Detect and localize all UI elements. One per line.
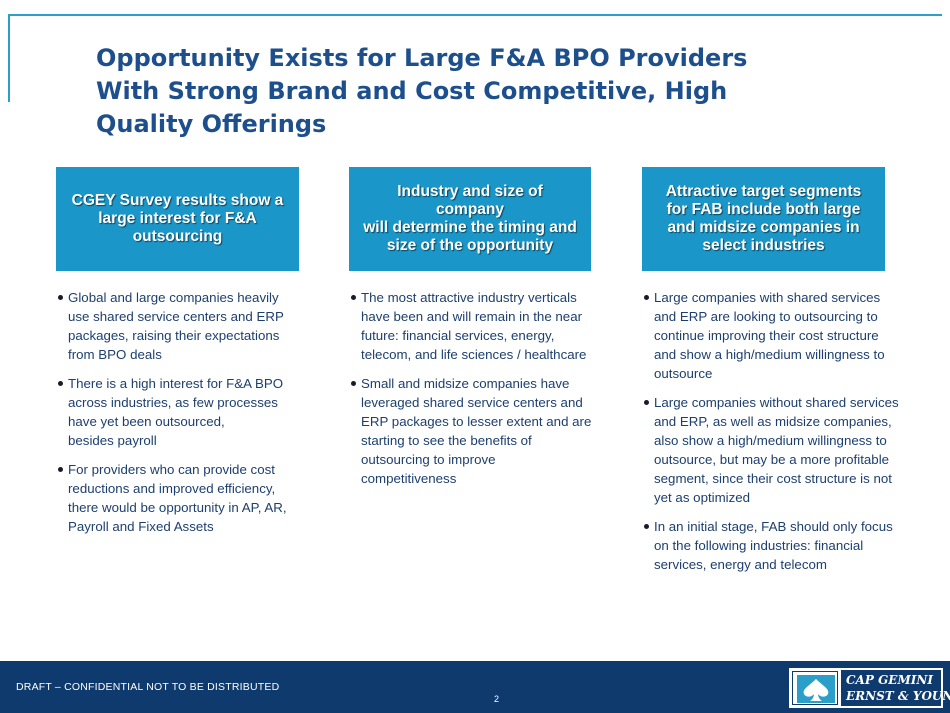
bullet-line: have been and will remain in the near <box>361 309 583 324</box>
bullet-dot-icon <box>644 295 649 300</box>
bullet-line: besides payroll <box>68 433 157 448</box>
company-logo: CAP GEMINI ERNST & YOUNG <box>789 668 950 708</box>
bullet-line: leveraged shared service centers and <box>361 395 583 410</box>
confidential-notice: DRAFT – CONFIDENTIAL NOT TO BE DISTRIBUT… <box>16 681 280 693</box>
bullet-dot-icon <box>644 524 649 529</box>
bullet-line: from BPO deals <box>68 347 162 362</box>
bullet-line: there would be opportunity in AP, AR, <box>68 500 287 515</box>
bullet-list: The most attractive industry verticals h… <box>349 288 591 488</box>
bullet-line: continue improving their cost structure <box>654 328 879 343</box>
bullet-line: competitiveness <box>361 471 457 486</box>
header-line: outsourcing <box>132 228 223 245</box>
bullet-dot-icon <box>58 381 63 386</box>
bullet-line: use shared service centers and ERP <box>68 309 284 324</box>
bullet-line: have yet been outsourced, <box>68 414 225 429</box>
bullet-line: across industries, as few processes <box>68 395 278 410</box>
header-line: size of the opportunity <box>386 237 554 254</box>
header-line: for FAB include both large <box>666 201 861 218</box>
header-line: will determine the timing and <box>363 219 577 236</box>
bullet-dot-icon <box>58 295 63 300</box>
bullet-dot-icon <box>644 400 649 405</box>
header-line: large interest for F&A <box>98 210 257 227</box>
bullet-line: also show a high/medium willingness to <box>654 433 887 448</box>
bullet-line: starting to see the benefits of <box>361 433 532 448</box>
bullet-item: For providers who can provide cost reduc… <box>56 460 299 536</box>
title-line: Quality Offerings <box>96 110 327 138</box>
bullet-line: services, energy and telecom <box>654 557 827 572</box>
bullet-line: The most attractive industry verticals <box>361 290 577 305</box>
bullet-line: Small and midsize companies have <box>361 376 570 391</box>
column-survey-results: CGEY Survey results show a large interes… <box>56 167 299 546</box>
bullet-dot-icon <box>351 295 356 300</box>
bullet-item: Large companies with shared services and… <box>642 288 885 383</box>
title-line: Opportunity Exists for Large F&A BPO Pro… <box>96 44 748 72</box>
bullet-item: Large companies without shared services … <box>642 393 899 507</box>
column-header-text: Attractive target segments for FAB inclu… <box>666 183 862 255</box>
logo-line: ERNST & YOUNG <box>846 689 950 703</box>
header-line: CGEY Survey results show a <box>71 192 284 209</box>
bullet-line: For providers who can provide cost <box>68 462 275 477</box>
bullet-line: Payroll and Fixed Assets <box>68 519 214 534</box>
bullet-line: In an initial stage, FAB should only foc… <box>654 519 893 534</box>
bullet-line: and ERP, as well as midsize companies, <box>654 414 892 429</box>
bullet-item: In an initial stage, FAB should only foc… <box>642 517 893 574</box>
header-line: and midsize companies in <box>667 219 860 236</box>
bullet-line: ERP packages to lesser extent and are <box>361 414 592 429</box>
header-line: Attractive target segments <box>665 183 862 200</box>
bullet-line: Large companies with shared services <box>654 290 881 305</box>
bullet-line: packages, raising their expectations <box>68 328 280 343</box>
column-header-box: CGEY Survey results show a large interes… <box>56 167 299 271</box>
bullet-item: The most attractive industry verticals h… <box>349 288 591 364</box>
column-target-segments: Attractive target segments for FAB inclu… <box>642 167 899 584</box>
bullet-line: outsourcing to improve <box>361 452 496 467</box>
bullet-line: outsource, but may be a more profitable <box>654 452 890 467</box>
header-line: select industries <box>702 237 825 254</box>
page-number: 2 <box>494 694 500 704</box>
column-industry-size: Industry and size of company will determ… <box>349 167 591 498</box>
bullet-item: Global and large companies heavily use s… <box>56 288 299 364</box>
title-line: With Strong Brand and Cost Competitive, … <box>96 77 728 105</box>
bullet-line: and show a high/medium willingness to <box>654 347 885 362</box>
bullet-line: and ERP are looking to outsourcing to <box>654 309 878 324</box>
logo-line: CAP GEMINI <box>846 673 933 687</box>
bullet-list: Global and large companies heavily use s… <box>56 288 299 536</box>
column-header-box: Industry and size of company will determ… <box>349 167 591 271</box>
bullet-line: yet as optimized <box>654 490 751 505</box>
header-line: Industry and size of company <box>397 183 543 218</box>
column-header-box: Attractive target segments for FAB inclu… <box>642 167 885 271</box>
bullet-list: Large companies with shared services and… <box>642 288 899 574</box>
bullet-line: segment, since their cost structure is n… <box>654 471 892 486</box>
bullet-line: outsource <box>654 366 713 381</box>
bullet-line: reductions and improved efficiency, <box>68 481 276 496</box>
logo-wordmark: CAP GEMINI ERNST & YOUNG <box>841 670 950 706</box>
bullet-line: future: financial services, energy, <box>361 328 555 343</box>
bullet-dot-icon <box>351 381 356 386</box>
column-header-text: Industry and size of company will determ… <box>363 183 577 255</box>
bullet-line: on the following industries: financial <box>654 538 864 553</box>
column-header-text: CGEY Survey results show a large interes… <box>72 192 284 246</box>
frame-left-line <box>8 14 10 102</box>
slide-title: Opportunity Exists for Large F&A BPO Pro… <box>96 42 776 141</box>
bullet-item: Small and midsize companies have leverag… <box>349 374 591 488</box>
bullet-dot-icon <box>58 467 63 472</box>
bullet-item: There is a high interest for F&A BPO acr… <box>56 374 299 450</box>
spade-emblem-icon <box>792 671 838 705</box>
bullet-line: There is a high interest for F&A BPO <box>68 376 284 391</box>
frame-top-line <box>8 14 942 16</box>
bullet-line: telecom, and life sciences / healthcare <box>361 347 587 362</box>
bullet-line: Large companies without shared services <box>654 395 899 410</box>
bullet-line: Global and large companies heavily <box>68 290 279 305</box>
